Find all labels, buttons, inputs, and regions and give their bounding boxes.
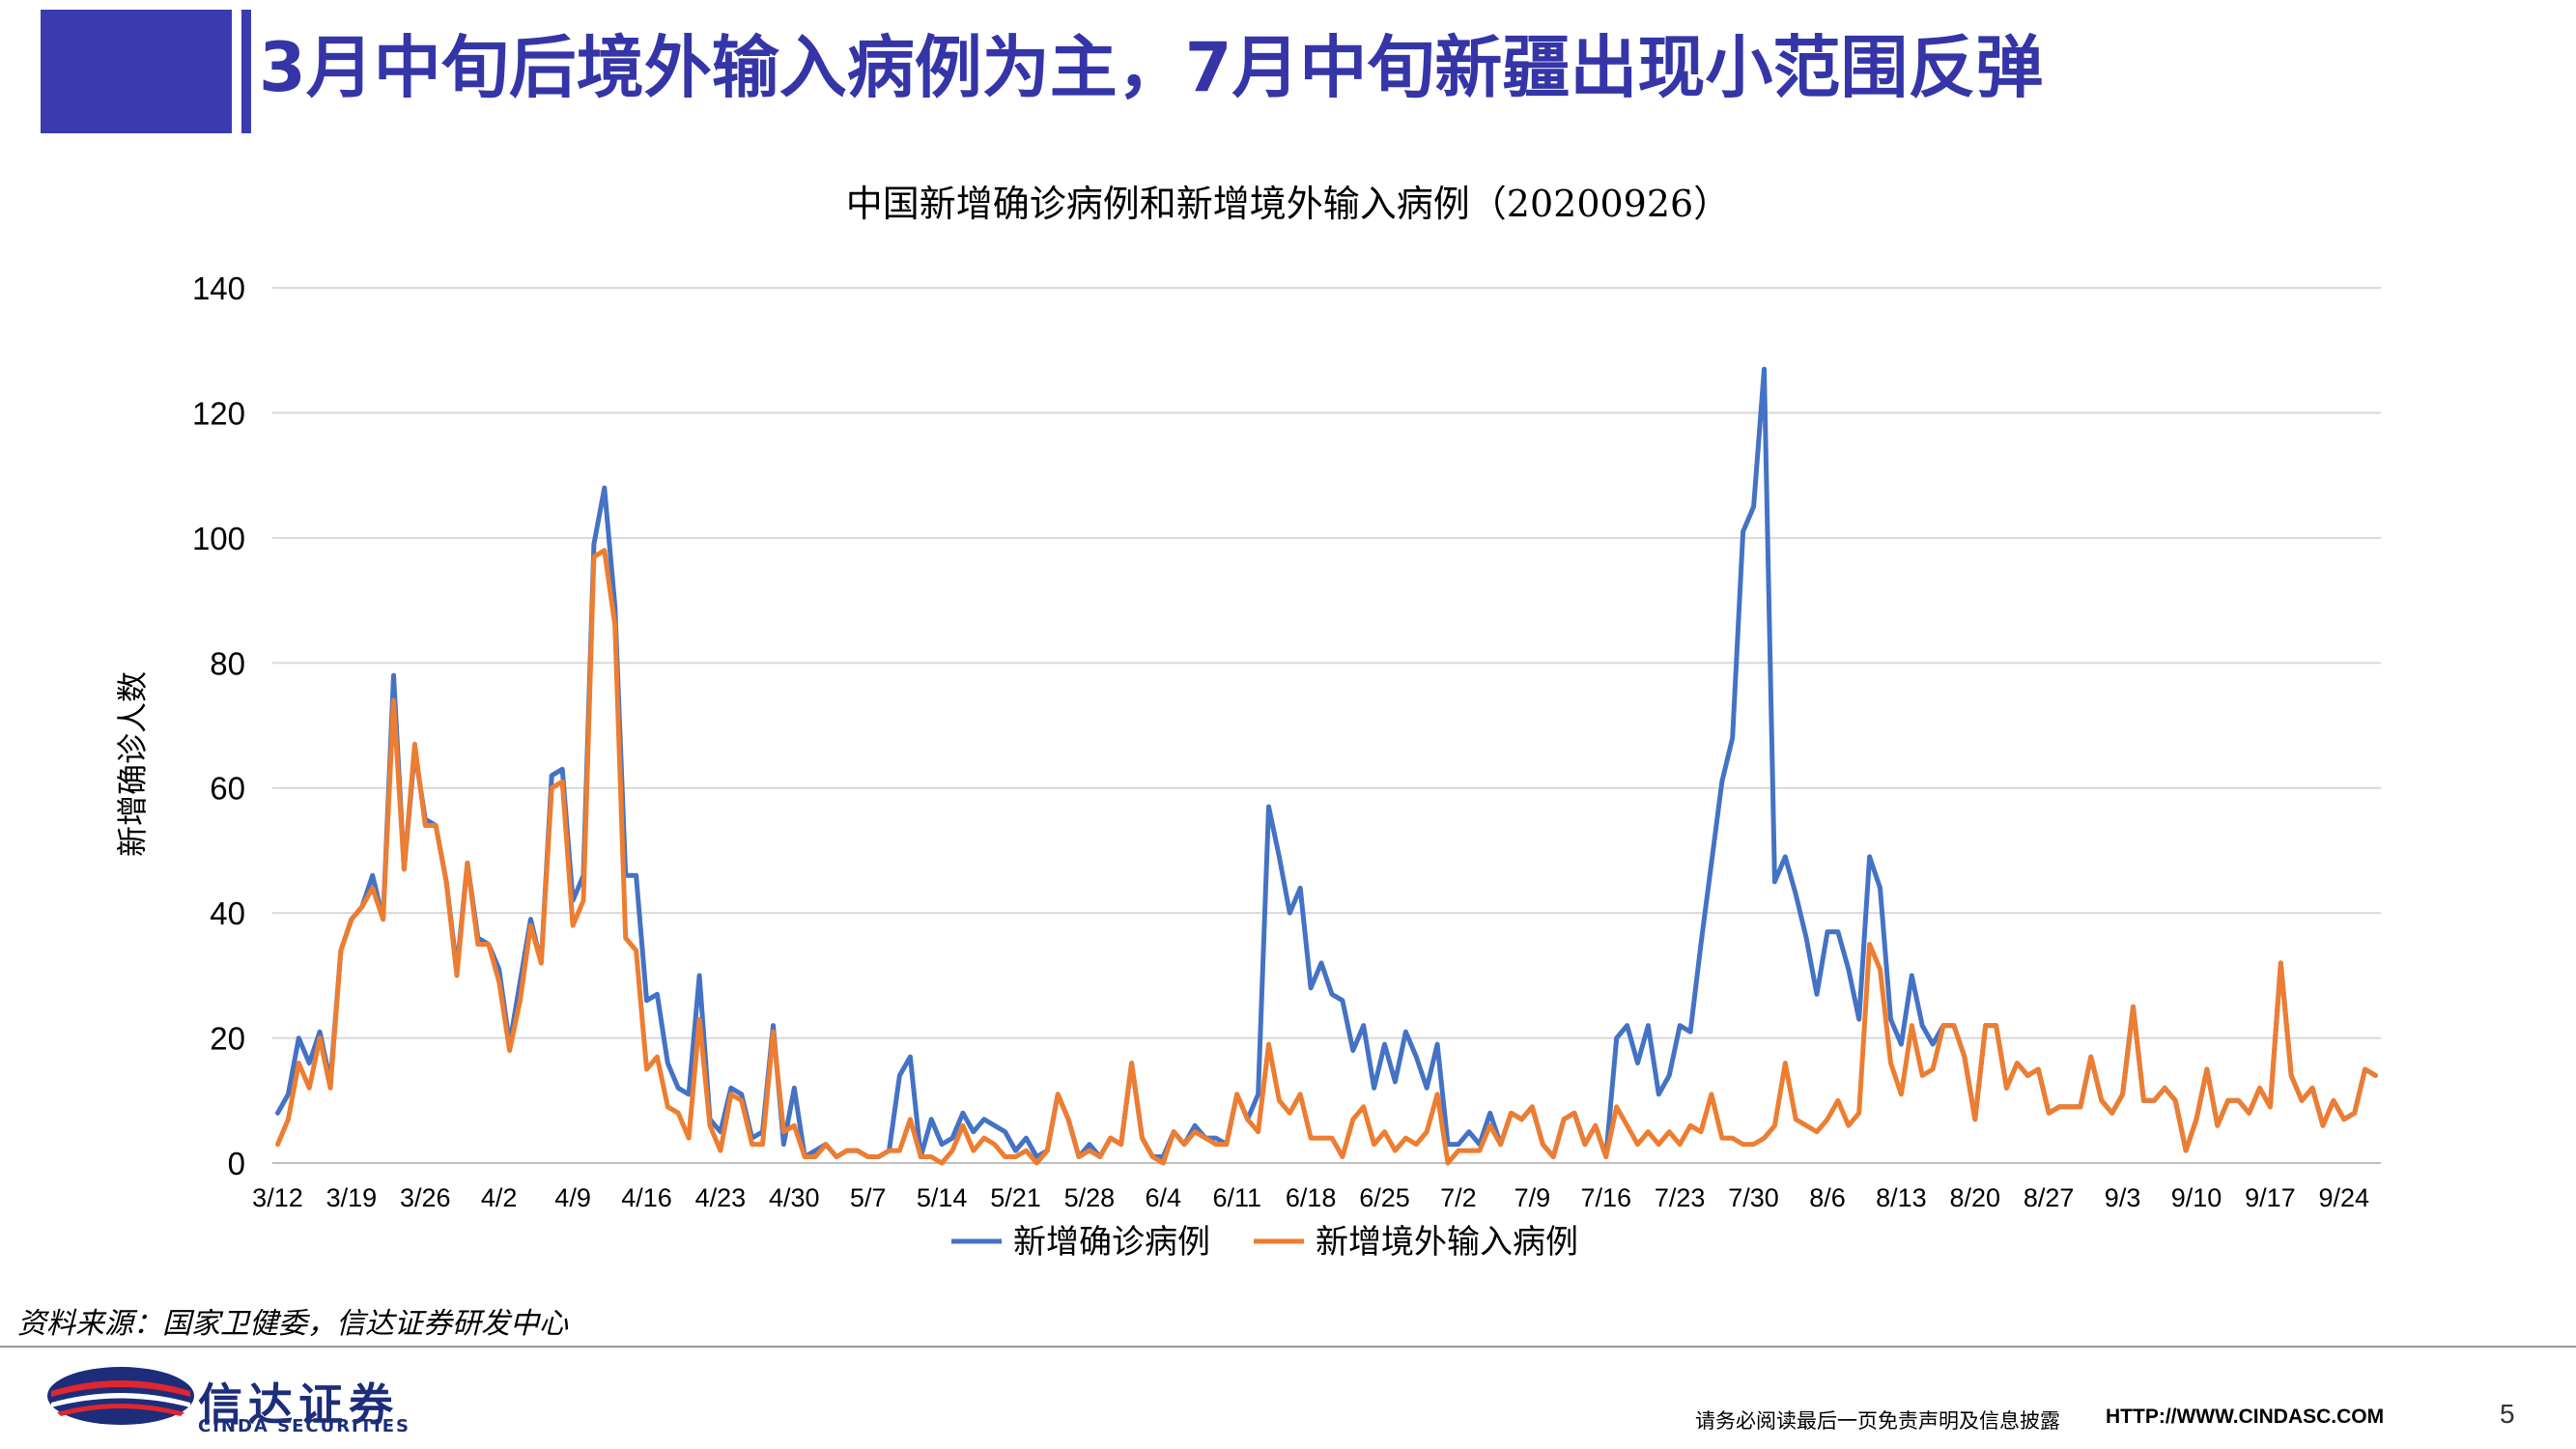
x-tick-label: 6/25 xyxy=(1359,1183,1410,1212)
x-tick-label: 8/13 xyxy=(1876,1183,1927,1212)
y-tick-label: 80 xyxy=(210,645,245,681)
y-tick-label: 40 xyxy=(210,895,245,931)
x-tick-label: 6/4 xyxy=(1146,1183,1182,1212)
x-tick-label: 6/11 xyxy=(1212,1183,1261,1212)
cinda-logo-icon xyxy=(47,1367,194,1425)
page-number: 5 xyxy=(2500,1399,2515,1429)
brand-name-en: CINDA SECURITIES xyxy=(198,1416,410,1436)
x-tick-label: 5/7 xyxy=(850,1183,887,1212)
x-tick-label: 3/19 xyxy=(326,1183,378,1212)
x-tick-label: 7/30 xyxy=(1728,1183,1779,1212)
x-tick-label: 4/23 xyxy=(695,1183,747,1212)
brand-name-cn: 信达证券 xyxy=(198,1378,399,1431)
series-line-2 xyxy=(275,548,2378,1166)
x-tick-label: 5/14 xyxy=(917,1183,968,1212)
y-tick-label: 60 xyxy=(210,771,245,807)
x-tick-label: 9/24 xyxy=(2319,1183,2370,1212)
x-tick-label: 4/30 xyxy=(769,1183,820,1212)
x-tick-label: 3/26 xyxy=(400,1183,451,1212)
chart-title: 中国新增确诊病例和新增境外输入病例（20200926） xyxy=(845,183,1731,225)
y-tick-label: 120 xyxy=(192,395,245,431)
x-tick-label: 3/12 xyxy=(252,1183,303,1212)
x-tick-label: 6/18 xyxy=(1286,1183,1337,1212)
source-note: 资料来源：国家卫健委，信达证券研发中心 xyxy=(17,1307,568,1341)
y-tick-label: 100 xyxy=(192,521,245,556)
x-tick-label: 9/17 xyxy=(2245,1183,2296,1212)
x-tick-label: 5/28 xyxy=(1064,1183,1116,1212)
website-link[interactable]: HTTP://WWW.CINDASC.COM xyxy=(2106,1406,2385,1428)
title-accent-bar xyxy=(241,10,251,133)
x-tick-label: 9/3 xyxy=(2105,1183,2141,1212)
x-tick-label: 8/27 xyxy=(2024,1183,2075,1212)
slide-title: 3月中旬后境外输入病例为主，7月中旬新疆出现小范围反弹 xyxy=(259,28,2044,107)
x-tick-label: 7/9 xyxy=(1514,1183,1551,1212)
disclaimer-link[interactable]: 请务必阅读最后一页免责声明及信息披露 xyxy=(1695,1409,2060,1433)
footer-divider xyxy=(0,1346,2576,1348)
x-tick-label: 8/20 xyxy=(1949,1183,2000,1212)
x-tick-label: 8/6 xyxy=(1809,1183,1846,1212)
x-tick-label: 7/16 xyxy=(1580,1183,1631,1212)
legend-label: 新增境外输入病例 xyxy=(1316,1223,1578,1262)
x-tick-label: 5/21 xyxy=(990,1183,1041,1212)
y-tick-label: 140 xyxy=(192,270,245,306)
x-tick-label: 9/10 xyxy=(2171,1183,2222,1212)
y-tick-label: 0 xyxy=(228,1146,245,1181)
x-tick-label: 7/2 xyxy=(1440,1183,1477,1212)
legend-label: 新增确诊病例 xyxy=(1013,1223,1210,1262)
title-accent-block xyxy=(41,10,232,133)
x-tick-label: 4/9 xyxy=(554,1183,591,1212)
x-tick-label: 4/2 xyxy=(481,1183,518,1212)
y-tick-label: 20 xyxy=(210,1021,245,1057)
y-axis-label: 新增确诊人数 xyxy=(114,671,151,857)
x-tick-label: 4/16 xyxy=(621,1183,672,1212)
x-tick-label: 7/23 xyxy=(1655,1183,1706,1212)
